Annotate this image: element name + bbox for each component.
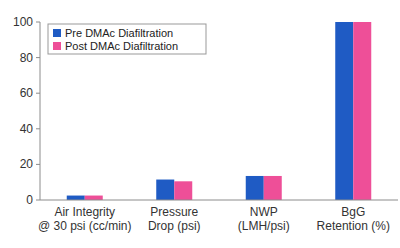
legend-label: Post DMAc Diafiltration <box>65 40 178 52</box>
bar <box>174 181 192 200</box>
bar <box>353 22 371 200</box>
y-tick-label: 100 <box>13 15 33 29</box>
x-tick-label: PressureDrop (psi) <box>148 205 201 233</box>
label-line: Air Integrity <box>54 205 115 219</box>
chart: 0 20 40 60 80 100 Air Integrity@ 30 psi (cc/mi… <box>0 0 400 248</box>
y-tick <box>36 22 40 23</box>
y-tick <box>36 200 40 201</box>
legend-box <box>48 24 206 54</box>
label-line: Pressure <box>150 205 198 219</box>
x-axis <box>40 200 398 201</box>
y-tick <box>36 93 40 94</box>
label-line: BgG <box>341 205 365 219</box>
bar <box>85 196 103 200</box>
y-tick-label: 0 <box>26 193 33 207</box>
y-tick <box>36 128 40 129</box>
legend-swatch <box>53 29 61 37</box>
y-tick-label: 40 <box>20 122 34 136</box>
y-tick-label: 60 <box>20 86 34 100</box>
legend-label: Pre DMAc Diafiltration <box>65 27 173 39</box>
bar <box>264 176 282 200</box>
legend: Pre DMAc DiafiltrationPost DMAc Diafiltr… <box>48 24 206 54</box>
bar <box>335 22 353 200</box>
bar <box>246 176 264 200</box>
y-tick <box>36 164 40 165</box>
legend-swatch <box>53 42 61 50</box>
label-line: @ 30 psi (cc/min) <box>38 219 132 233</box>
y-tick <box>36 57 40 58</box>
label-line: Retention (%) <box>317 219 390 233</box>
x-tick-label: NWP(LMH/psi) <box>238 205 290 233</box>
bar <box>67 196 85 200</box>
label-line: Drop (psi) <box>148 219 201 233</box>
x-tick-label: Air Integrity@ 30 psi (cc/min) <box>38 205 132 233</box>
y-tick-label: 80 <box>20 51 34 65</box>
y-tick-label: 20 <box>20 157 34 171</box>
x-tick-label: BgGRetention (%) <box>317 205 390 233</box>
y-axis <box>40 22 41 200</box>
label-line: NWP <box>250 205 278 219</box>
label-line: (LMH/psi) <box>238 219 290 233</box>
bar <box>156 180 174 200</box>
